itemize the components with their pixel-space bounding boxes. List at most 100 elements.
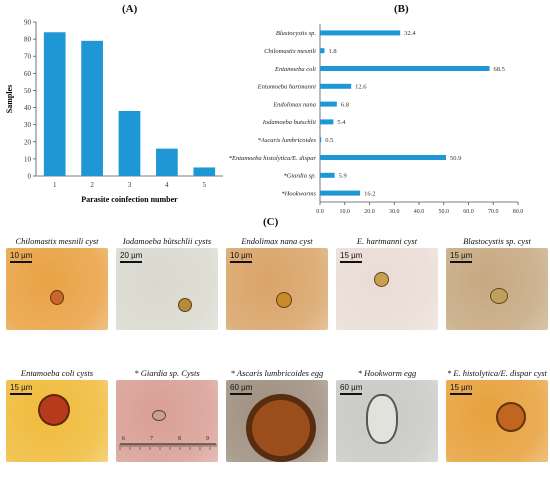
micrograph-title-blastocystis: Blastocystis sp. cyst <box>463 236 531 246</box>
scale-bar-label: 60 µm <box>230 383 253 392</box>
bar-5 <box>320 119 334 125</box>
scale-bar-line <box>340 393 362 395</box>
micrograph-e-histolytica: 15 µm <box>446 380 548 462</box>
bar-5 <box>193 167 216 176</box>
data-label: 12.6 <box>355 84 367 91</box>
bar-1 <box>320 48 325 54</box>
bar-4 <box>156 148 178 176</box>
scale-bar-line <box>10 393 32 395</box>
y-tick-label: 30 <box>24 121 32 129</box>
x-tick-label: 70.0 <box>488 209 499 215</box>
ruler-label: 7 <box>150 436 153 442</box>
x-tick-label: 30.0 <box>389 209 400 215</box>
scale-bar-label: 10 µm <box>10 251 33 260</box>
data-label: 6.8 <box>341 101 349 108</box>
y-tick-label: 40 <box>24 104 32 112</box>
x-tick-label: 5 <box>203 181 207 189</box>
scale-bar-label: 15 µm <box>450 251 473 260</box>
bar-3 <box>320 83 352 89</box>
panel-a-label: (A) <box>122 3 138 15</box>
scale-bar: 60 µm <box>340 383 362 395</box>
organism-cell <box>152 410 166 421</box>
ruler-label: 8 <box>178 436 181 442</box>
x-tick-label: 4 <box>165 181 169 189</box>
bar-9 <box>320 190 361 196</box>
y-tick-label: 90 <box>24 19 32 27</box>
x-tick-label: 60.0 <box>463 209 474 215</box>
micrograph-e-hartmanni: 15 µm <box>336 248 438 330</box>
micrograph-endolimax: 10 µm <box>226 248 328 330</box>
category-label: Entamoeba coli <box>274 66 316 73</box>
ruler-label: 9 <box>206 436 209 442</box>
panel-b-label: (B) <box>394 3 409 15</box>
bar-2 <box>320 66 490 71</box>
data-label: 5.9 <box>339 173 347 180</box>
data-label: 0.5 <box>325 137 333 144</box>
scale-bar: 20 µm <box>120 251 142 263</box>
y-tick-label: 0 <box>28 173 32 181</box>
scale-bar-line <box>450 261 472 263</box>
scale-bar-line <box>230 393 252 395</box>
organism-cell <box>50 290 64 305</box>
bar-0 <box>320 30 401 36</box>
panel-c-label: (C) <box>263 216 279 228</box>
scale-bar: 15 µm <box>450 383 472 395</box>
organism-cell <box>496 402 526 432</box>
bar-8 <box>320 172 335 178</box>
organism-cell <box>38 394 70 426</box>
micrograph-title-endolimax: Endolimax nana cyst <box>241 236 313 246</box>
category-label: Chilomastix mesnili <box>264 48 316 55</box>
data-label: 5.4 <box>337 119 346 126</box>
scale-bar: 10 µm <box>230 251 252 263</box>
micrograph-blastocystis: 15 µm <box>446 248 548 330</box>
x-tick-label: 20.0 <box>364 209 375 215</box>
micrograph-title-hookworm: * Hookworm egg <box>357 368 417 378</box>
scale-bar-label: 15 µm <box>450 383 473 392</box>
category-label: Blastocystis sp. <box>276 30 316 37</box>
micrograph-hookworm: 60 µm <box>336 380 438 462</box>
micrometer-ruler: 6 7 8 9 <box>119 436 217 450</box>
y-axis-label: Samples <box>5 85 14 113</box>
micrograph-title-entamoeba-coli: Entamoeba coli cysts <box>20 368 94 378</box>
x-tick-label: 40.0 <box>414 209 425 215</box>
scale-bar-line <box>340 261 362 263</box>
micrograph-entamoeba-coli: 15 µm <box>6 380 108 462</box>
category-label: *Ascaris lumbricoides <box>258 137 317 144</box>
data-label: 16.2 <box>364 190 375 197</box>
chart-a-coinfection: 0 10 20 30 40 50 60 70 80 90 1 2 3 4 5 Parasite coinfec… <box>5 19 223 204</box>
x-tick-label: 2 <box>90 181 94 189</box>
data-label: 1.8 <box>328 48 336 55</box>
scale-bar-label: 20 µm <box>120 251 143 260</box>
x-tick-label: 50.0 <box>439 209 450 215</box>
scale-bar: 15 µm <box>10 383 32 395</box>
x-tick-label: 80.0 <box>513 209 524 215</box>
category-label: Entamoeba hartmanni <box>257 84 317 91</box>
y-tick-label: 20 <box>24 138 32 146</box>
organism-cell <box>374 272 389 287</box>
bar-6 <box>320 137 322 143</box>
y-tick-label: 10 <box>24 155 32 163</box>
micrograph-iodamoeba: 20 µm <box>116 248 218 330</box>
data-label: 32.4 <box>404 30 416 37</box>
x-tick-label: 1 <box>53 181 57 189</box>
micrograph-title-e-hartmanni: E. hartmanni cyst <box>356 236 418 246</box>
micrograph-title-iodamoeba: Iodamoeba bütschlii cysts <box>122 236 212 246</box>
category-label: Iodamoeba butschlii <box>262 119 316 126</box>
category-label: Endolimax nana <box>272 101 316 108</box>
scale-bar-line <box>10 261 32 263</box>
x-tick-label: 3 <box>128 181 132 189</box>
scale-bar-line <box>120 261 142 263</box>
category-label: *Entamoeba histolytica/E. dispar <box>229 155 317 162</box>
scale-bar: 10 µm <box>10 251 32 263</box>
scale-bar-label: 60 µm <box>340 383 363 392</box>
scale-bar: 15 µm <box>450 251 472 263</box>
x-tick-label: 0.0 <box>316 209 324 215</box>
category-label: *Hookworms <box>281 190 316 197</box>
y-tick-label: 50 <box>24 87 32 95</box>
micrograph-title-ascaris: * Ascaris lumbricoides egg <box>230 368 324 378</box>
micrograph-giardia: 6 7 8 9 <box>116 380 218 462</box>
scale-bar-label: 15 µm <box>10 383 33 392</box>
bar-3 <box>118 110 141 176</box>
scale-bar: 15 µm <box>340 251 362 263</box>
organism-cell <box>276 292 292 308</box>
